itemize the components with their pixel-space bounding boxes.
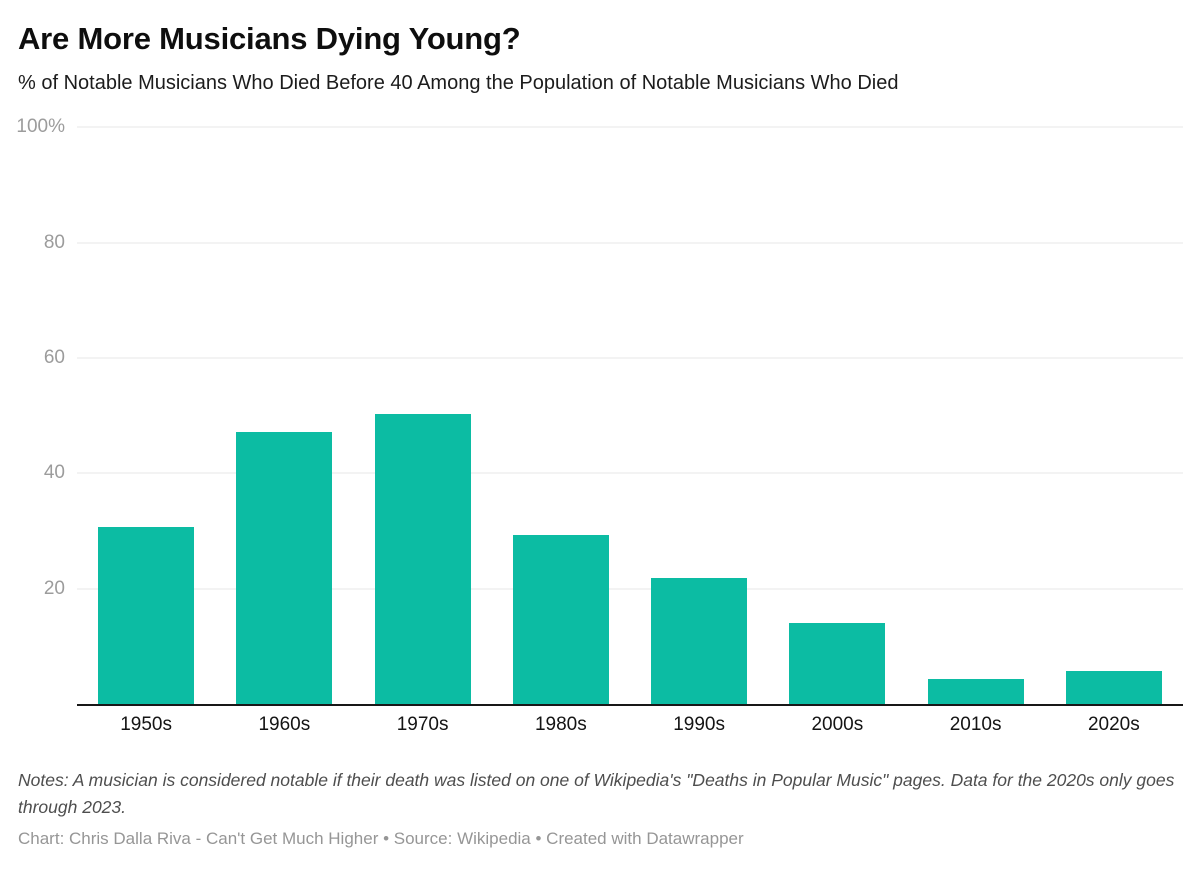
bar-column-1950s	[77, 127, 215, 705]
y-tick-100: 100%	[16, 116, 65, 138]
bar-column-1970s	[354, 127, 492, 705]
bar-column-2020s	[1045, 127, 1183, 705]
gridline-60	[77, 357, 1183, 359]
x-label-2000s: 2000s	[811, 714, 864, 736]
bar-2020s	[1065, 671, 1162, 705]
x-label-1950s: 1950s	[120, 714, 173, 736]
x-label-1960s: 1960s	[258, 714, 311, 736]
x-label-2010s: 2010s	[949, 714, 1002, 736]
bar-chart: 100% 80 60 40 20	[0, 117, 1200, 707]
plot-area	[77, 126, 1183, 707]
x-axis-line	[77, 704, 1183, 707]
bar-1950s	[98, 527, 195, 705]
bar-2010s	[927, 678, 1024, 705]
y-tick-20: 20	[43, 577, 65, 599]
bar-column-1980s	[492, 127, 630, 705]
gridline-40	[77, 472, 1183, 474]
bar-column-2010s	[907, 127, 1045, 705]
gridline-100	[77, 126, 1183, 128]
bar-column-1990s	[630, 127, 768, 705]
x-label-2020s: 2020s	[1087, 714, 1140, 736]
bar-1990s	[651, 577, 748, 705]
y-tick-60: 60	[43, 347, 65, 368]
x-label-1970s: 1970s	[396, 714, 449, 736]
bar-2000s	[789, 623, 886, 705]
bar-1970s	[374, 413, 471, 705]
chart-title: Are More Musicians Dying Young?	[18, 21, 521, 56]
notes: Notes: A musician is considered notable …	[18, 770, 1175, 818]
gridline-20	[77, 588, 1183, 590]
y-tick-80: 80	[43, 231, 65, 253]
x-axis-labels: 1950s 1960s 1970s 1980s 1990s 2000s 2010s 2020s	[77, 714, 1183, 736]
bar-column-2000s	[768, 127, 906, 705]
y-axis: 100% 80 60 40 20	[0, 117, 65, 704]
gridline-80	[77, 242, 1183, 244]
bar-1960s	[236, 432, 333, 705]
chart-subtitle: % of Notable Musicians Who Died Before 4…	[18, 72, 899, 95]
x-label-1980s: 1980s	[534, 714, 587, 736]
chart-card: Are More Musicians Dying Young? % of Not…	[0, 20, 1200, 887]
bars	[77, 127, 1183, 705]
footer-credit: Chart: Chris Dalla Riva - Can't Get Much…	[18, 829, 744, 849]
y-tick-40: 40	[43, 462, 65, 484]
bar-1980s	[512, 534, 609, 705]
bar-column-1960s	[215, 127, 353, 705]
x-label-1990s: 1990s	[673, 714, 726, 736]
